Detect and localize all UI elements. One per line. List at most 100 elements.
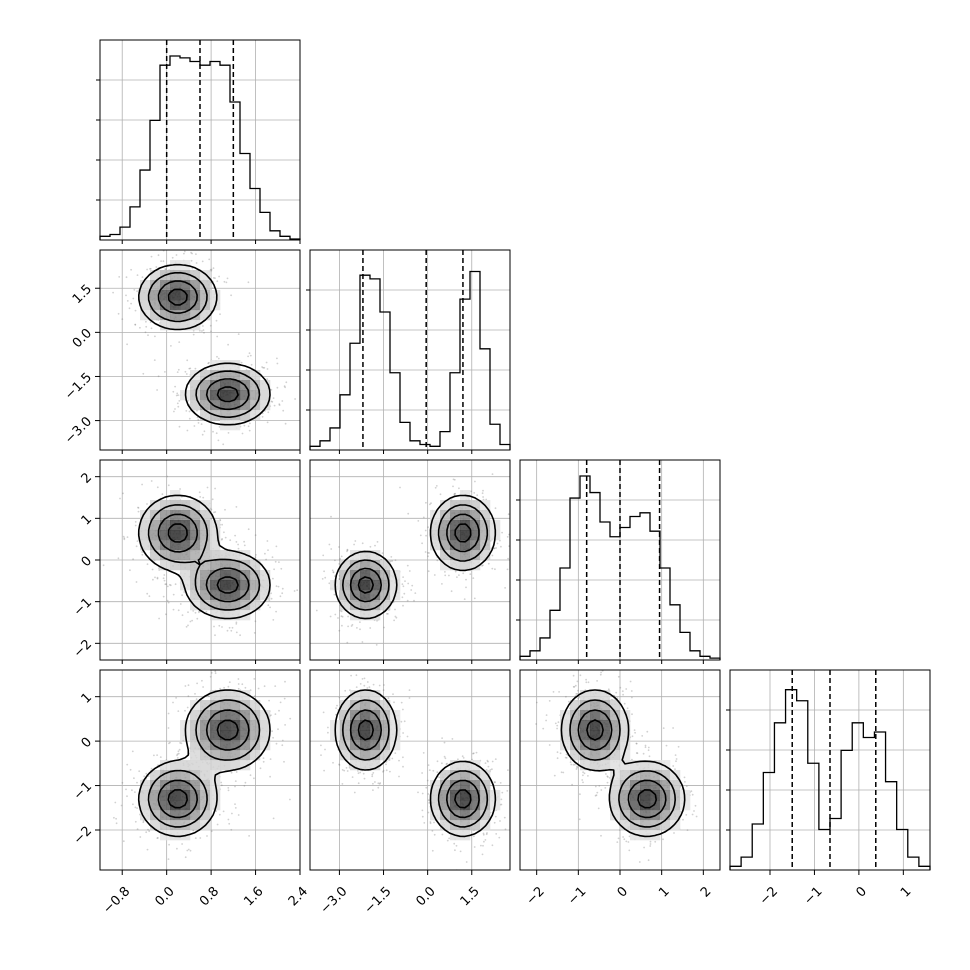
density-cell <box>190 820 201 831</box>
scatter-point <box>341 783 344 785</box>
density-cell <box>240 580 251 591</box>
scatter-point <box>436 559 439 562</box>
scatter-point <box>346 550 348 553</box>
density-cell <box>150 780 161 791</box>
density-cell <box>180 820 191 831</box>
scatter-point <box>261 366 263 368</box>
scatter-point <box>235 631 238 634</box>
scatter-point <box>410 589 413 591</box>
scatter-point <box>278 403 281 405</box>
scatter-point <box>495 547 497 549</box>
scatter-point <box>221 538 224 540</box>
scatter-point <box>259 767 262 770</box>
scatter-point <box>187 624 189 627</box>
scatter-point <box>392 693 394 695</box>
density-cell <box>190 320 201 331</box>
density-cell <box>180 270 191 281</box>
panel-frame <box>309 459 511 661</box>
scatter-point <box>321 578 324 580</box>
contour-line <box>147 504 261 611</box>
scatter-point <box>126 300 129 302</box>
density-cell <box>470 510 481 521</box>
scatter-point <box>225 281 228 284</box>
density-cell <box>190 710 201 721</box>
scatter-point <box>407 512 410 515</box>
scatter-point <box>162 577 165 580</box>
density-cell <box>460 550 471 561</box>
scatter-point <box>166 599 169 602</box>
density-cell <box>150 800 161 811</box>
density-cell <box>150 290 161 301</box>
density-shading <box>140 690 271 841</box>
scatter-point <box>385 769 388 772</box>
scatter-point <box>241 432 244 435</box>
scatter-point <box>494 781 496 784</box>
scatter-point <box>284 680 286 683</box>
scatter-point <box>149 321 152 324</box>
scatter-point <box>219 687 222 690</box>
scatter-point <box>493 821 496 824</box>
scatter-point <box>390 556 393 558</box>
density-cell <box>230 720 241 731</box>
scatter-point <box>215 432 218 435</box>
density-cell <box>230 690 241 701</box>
scatter-points <box>315 473 510 646</box>
scatter-point <box>147 828 149 831</box>
scatter-point <box>333 593 336 596</box>
scatter-point <box>421 809 424 812</box>
scatter-point <box>482 832 485 835</box>
density-cell <box>170 830 181 841</box>
density-cell <box>180 520 191 531</box>
density-cell <box>470 530 481 541</box>
density-cell <box>170 810 181 821</box>
scatter-point <box>176 754 178 757</box>
scatter-point <box>146 563 149 566</box>
scatter-point <box>177 405 180 408</box>
density-cell <box>170 270 181 281</box>
scatter-point <box>174 408 176 410</box>
scatter-point <box>398 775 400 778</box>
density-cell <box>200 560 211 571</box>
scatter-point <box>266 378 269 380</box>
scatter-point <box>141 483 144 486</box>
scatter-point <box>176 371 179 373</box>
scatter-point <box>284 724 286 726</box>
scatter-point <box>212 430 214 433</box>
scatter-point <box>359 621 361 623</box>
scatter-point <box>114 801 117 804</box>
scatter-point <box>184 709 186 712</box>
scatter-point <box>444 574 447 577</box>
scatter-point <box>272 577 274 580</box>
density-cell <box>370 570 381 581</box>
scatter-point <box>267 411 270 414</box>
scatter-point <box>338 574 341 577</box>
scatter-point <box>267 549 269 551</box>
scatter-point <box>184 685 187 687</box>
density-cell <box>360 590 371 601</box>
scatter-point <box>195 698 198 701</box>
scatter-point <box>448 574 450 577</box>
scatter-point <box>273 568 275 571</box>
histogram-line <box>309 270 511 450</box>
scatter-point <box>166 475 169 478</box>
scatter-point <box>332 571 335 574</box>
scatter-point <box>178 400 181 402</box>
scatter-point <box>491 567 494 570</box>
density-cell <box>180 560 191 571</box>
scatter-point <box>439 493 442 496</box>
density-cell <box>190 290 201 301</box>
density-cell <box>190 600 201 611</box>
scatter-point <box>211 498 214 501</box>
scatter-point <box>423 822 426 824</box>
scatter-point <box>177 609 180 612</box>
scatter-point <box>163 574 166 576</box>
scatter-point <box>206 486 209 489</box>
scatter-point <box>372 789 374 791</box>
density-cell <box>370 550 381 561</box>
scatter-point <box>243 784 246 787</box>
scatter-point <box>483 840 485 843</box>
scatter-point <box>134 820 137 823</box>
density-cell <box>150 820 161 831</box>
density-cell <box>180 310 191 321</box>
scatter-point <box>473 492 476 494</box>
